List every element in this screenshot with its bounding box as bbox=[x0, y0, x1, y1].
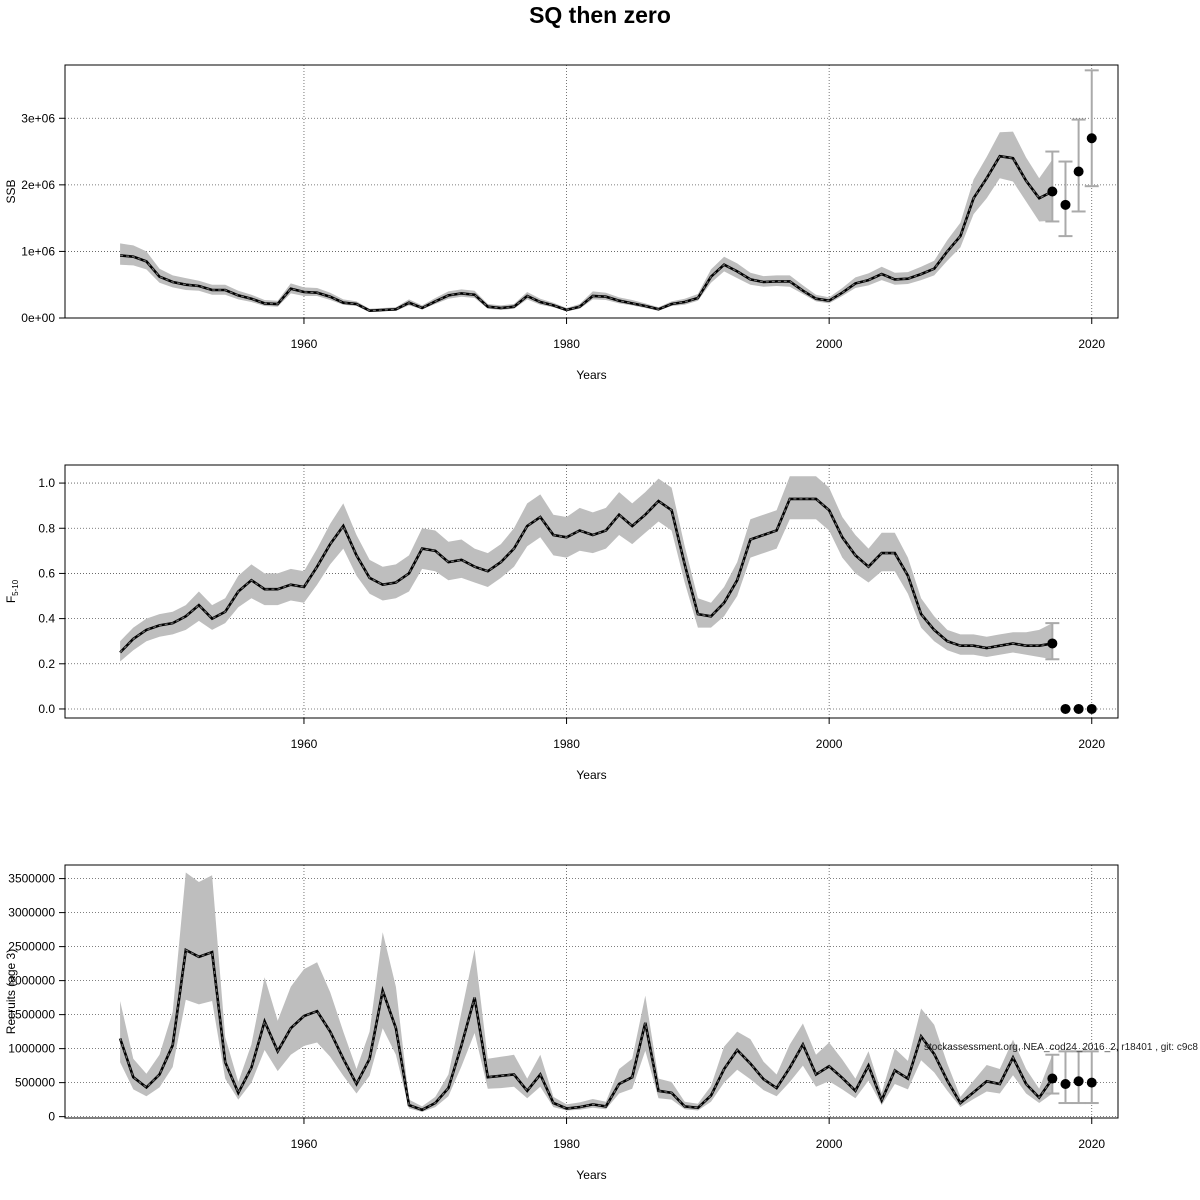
y-tick-label: 0e+00 bbox=[21, 311, 55, 325]
recruits-plot-frame bbox=[64, 864, 1119, 1119]
fbar-forecast-point bbox=[1060, 703, 1071, 714]
y-tick-label: 1e+06 bbox=[21, 244, 55, 258]
y-tick-label: 2500000 bbox=[8, 940, 55, 954]
x-tick-label: 1980 bbox=[553, 1137, 580, 1151]
watermark-text: stockassessment.org, NEA_cod24_2016_2, r… bbox=[924, 1042, 1198, 1053]
y-tick-label: 1.0 bbox=[38, 476, 55, 490]
y-tick-label: 0.0 bbox=[38, 702, 55, 716]
y-tick-label: 3000000 bbox=[8, 906, 55, 920]
ssb-x-axis-title: Years bbox=[576, 368, 606, 382]
fbar-forecast-point bbox=[1073, 703, 1084, 714]
fbar-plot-frame bbox=[64, 464, 1119, 719]
x-tick-label: 1960 bbox=[291, 337, 318, 351]
y-tick-label: 0.2 bbox=[38, 657, 55, 671]
y-tick-label: 1500000 bbox=[8, 1008, 55, 1022]
fbar-x-axis-title: Years bbox=[576, 768, 606, 782]
ssb-forecast-point bbox=[1060, 199, 1071, 210]
y-tick-label: 2e+06 bbox=[21, 178, 55, 192]
fbar-y-axis-title: F5-10 bbox=[4, 579, 20, 603]
x-tick-label: 2020 bbox=[1078, 737, 1105, 751]
x-tick-label: 1960 bbox=[291, 1137, 318, 1151]
x-tick-label: 1980 bbox=[553, 737, 580, 751]
fbar-confidence-band bbox=[120, 476, 1053, 662]
recruits-forecast-point bbox=[1047, 1073, 1058, 1084]
x-tick-label: 2000 bbox=[816, 1137, 843, 1151]
y-tick-label: 0.8 bbox=[38, 521, 55, 535]
x-tick-label: 1980 bbox=[553, 337, 580, 351]
recruits-forecast-point bbox=[1073, 1076, 1084, 1087]
y-tick-label: 0 bbox=[48, 1110, 55, 1124]
ssb-estimate-line bbox=[119, 154, 1053, 313]
ssb-forecast-point bbox=[1086, 133, 1097, 144]
fbar-forecast-point bbox=[1086, 703, 1097, 714]
recruits-forecast-point bbox=[1060, 1078, 1071, 1089]
y-tick-label: 1000000 bbox=[8, 1042, 55, 1056]
x-tick-label: 2020 bbox=[1078, 1137, 1105, 1151]
ssb-y-axis-title: SSB bbox=[4, 179, 18, 203]
ssb-confidence-band bbox=[120, 131, 1053, 312]
fbar-forecast-point bbox=[1047, 638, 1058, 649]
fbar-y-axis-subscript: 5-10 bbox=[11, 579, 20, 596]
x-tick-label: 2020 bbox=[1078, 337, 1105, 351]
recruits-confidence-band bbox=[120, 872, 1053, 1112]
y-tick-label: 0.6 bbox=[38, 566, 55, 580]
y-tick-label: 500000 bbox=[15, 1076, 55, 1090]
recruits-panel: 1960 1980 2000 2020 0 500000 1000000 1500000 200… bbox=[4, 864, 1119, 1182]
ssb-estimate-dash bbox=[120, 155, 1053, 312]
ssb-forecast-point bbox=[1073, 166, 1084, 177]
y-tick-label: 3e+06 bbox=[21, 111, 55, 125]
y-tick-label: 3500000 bbox=[8, 872, 55, 886]
x-tick-label: 2000 bbox=[816, 337, 843, 351]
x-tick-label: 2000 bbox=[816, 737, 843, 751]
x-tick-label: 1960 bbox=[291, 737, 318, 751]
ssb-panel: 1960 1980 2000 2020 0e+00 1e+06 2e+06 3e+06 Year… bbox=[4, 64, 1119, 382]
ssb-plot-frame bbox=[64, 64, 1119, 319]
ssb-forecast-point bbox=[1047, 186, 1058, 197]
y-tick-label: 0.4 bbox=[38, 612, 55, 626]
y-tick-label: 2000000 bbox=[8, 974, 55, 988]
chart-title: SQ then zero bbox=[529, 2, 671, 28]
recruits-forecast-point bbox=[1086, 1077, 1097, 1088]
fbar-panel: 1960 1980 2000 2020 0.0 0.2 0.4 0.6 0.8 1.0 Years F… bbox=[4, 464, 1119, 782]
recruits-x-axis-title: Years bbox=[576, 1168, 606, 1182]
fbar-estimate-dash bbox=[119, 498, 1053, 653]
recruits-estimate-dash bbox=[119, 949, 1053, 1111]
recruits-y-axis-title: Recruits (age 3) bbox=[4, 949, 18, 1034]
